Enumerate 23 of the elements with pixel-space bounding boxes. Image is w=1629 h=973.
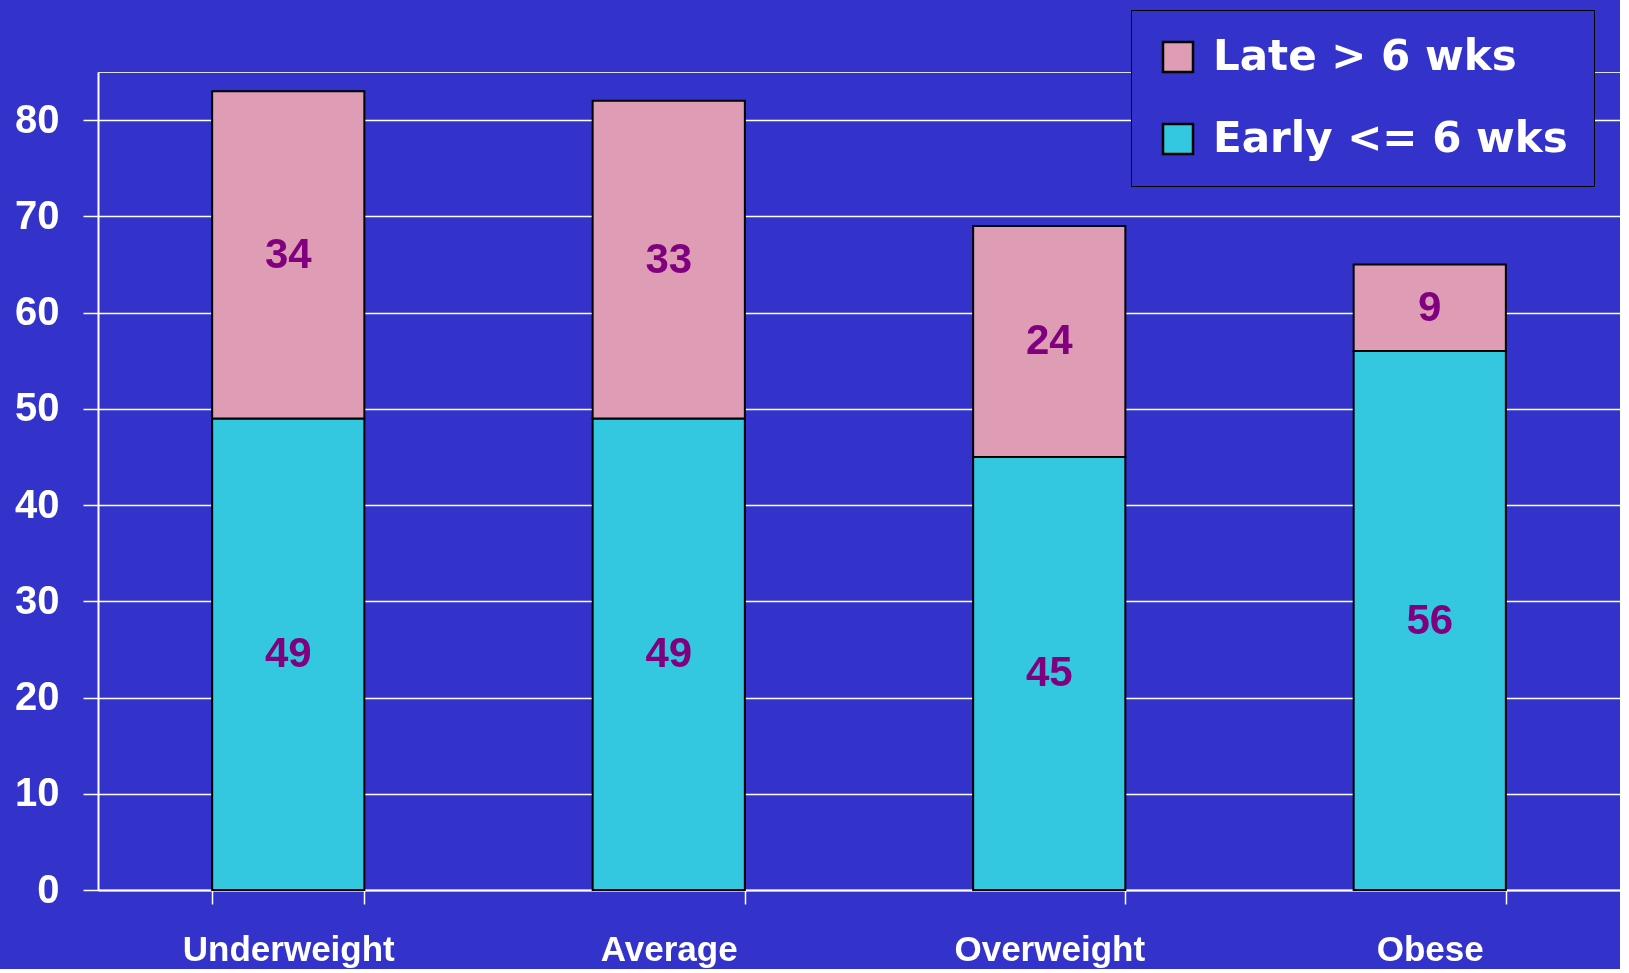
y-tick-label: 70 [15, 192, 60, 237]
y-tick-label: 40 [15, 481, 60, 526]
data-label: 49 [264, 629, 312, 677]
x-tick-label: Average [600, 928, 738, 968]
data-label: 33 [645, 234, 693, 282]
x-tick-label: Underweight [182, 928, 396, 968]
data-label: 56 [1406, 595, 1454, 643]
data-label: 34 [264, 229, 313, 277]
data-label: 49 [645, 629, 693, 677]
y-tick-label: 0 [37, 866, 60, 911]
data-label: 24 [1025, 316, 1074, 364]
legend-label: Late > 6 wks [1213, 31, 1517, 80]
legend-label: Early <= 6 wks [1213, 113, 1568, 162]
y-tick-label: 20 [15, 674, 60, 719]
x-tick-label: Obese [1376, 928, 1484, 968]
y-tick-label: 50 [15, 385, 60, 430]
y-tick-label: 60 [15, 289, 60, 334]
data-label: 45 [1025, 648, 1073, 696]
data-label: 9 [1418, 282, 1442, 330]
y-tick-label: 10 [15, 770, 60, 815]
x-tick-label: Overweight [954, 928, 1146, 968]
y-tick-label: 80 [15, 96, 60, 141]
y-tick-label: 30 [15, 577, 60, 622]
